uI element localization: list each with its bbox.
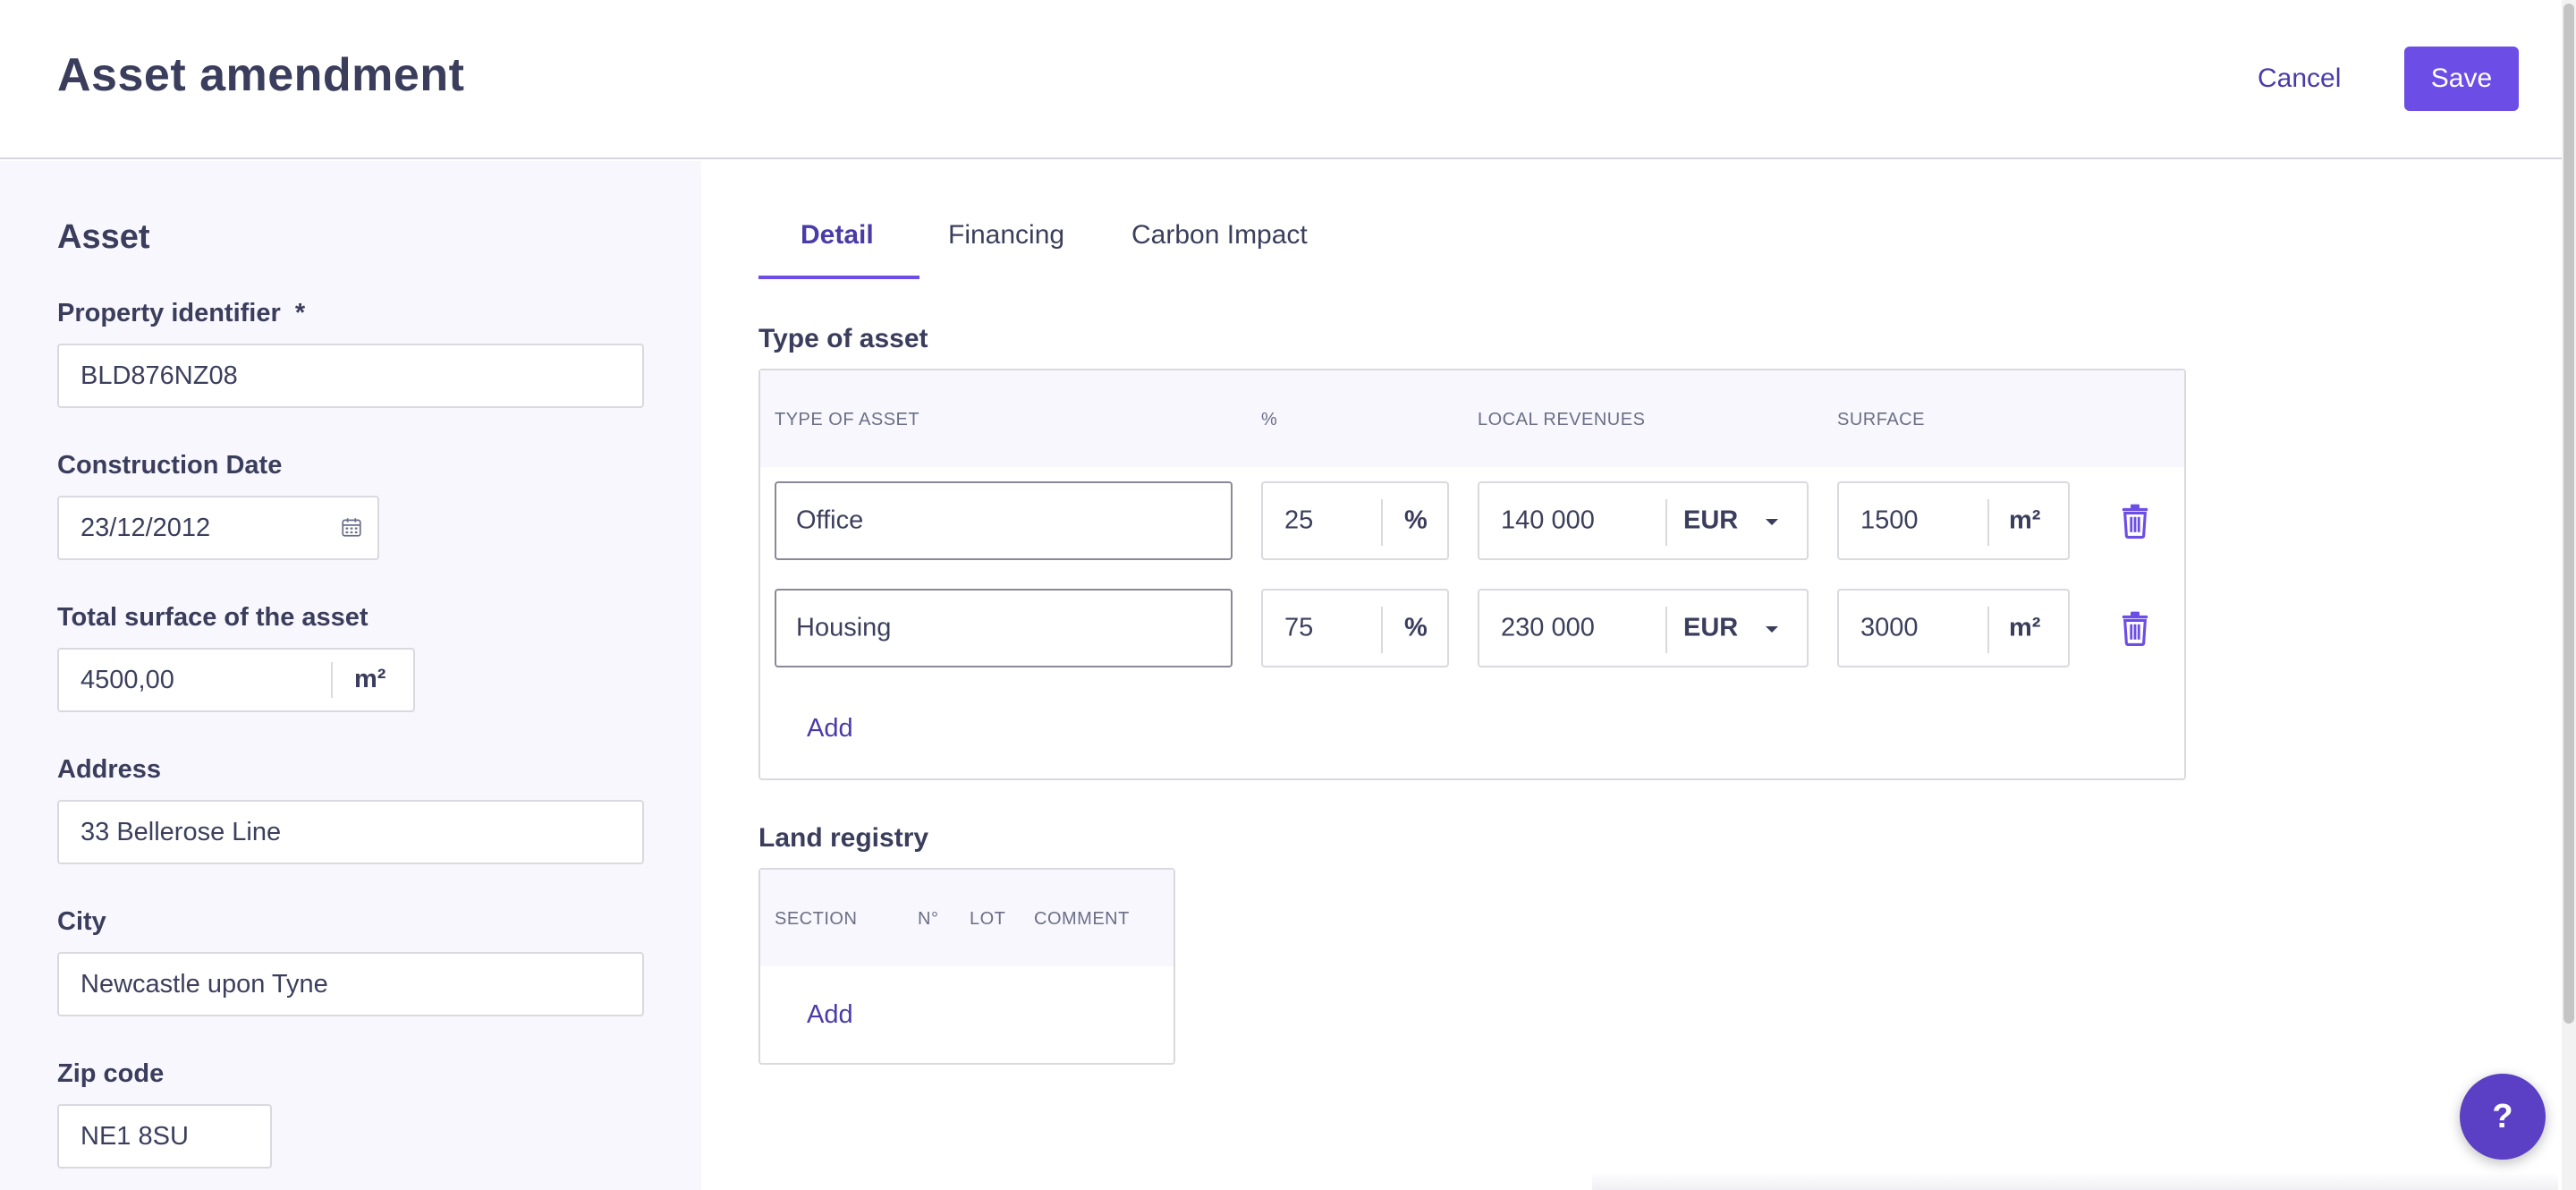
surface-value: 3000: [1860, 613, 1919, 642]
address-input[interactable]: 33 Bellerose Line: [57, 800, 644, 864]
property-identifier-value: BLD876NZ08: [80, 361, 238, 390]
currency-divider: [1665, 607, 1667, 653]
percent-divider: [1381, 607, 1383, 653]
zip-code-input[interactable]: NE1 8SU: [57, 1104, 272, 1169]
surface-input[interactable]: 3000 m²: [1837, 589, 2070, 667]
zip-code-value: NE1 8SU: [80, 1121, 189, 1151]
local-revenue-input[interactable]: 140 000 EUR: [1478, 481, 1809, 560]
local-revenue-value: 230 000: [1501, 613, 1595, 642]
city-input[interactable]: Newcastle upon Tyne: [57, 952, 644, 1016]
local-revenue-value: 140 000: [1501, 506, 1595, 535]
chevron-down-icon[interactable]: [1766, 519, 1778, 525]
surface-divider: [1987, 499, 1989, 546]
local-revenue-input[interactable]: 230 000 EUR: [1478, 589, 1809, 667]
cancel-button[interactable]: Cancel: [2258, 55, 2341, 102]
currency-divider: [1665, 499, 1667, 546]
surface-divider: [1987, 607, 1989, 653]
land-registry-table-header: SECTION N° LOT COMMENT: [760, 870, 1174, 966]
total-surface-value: 4500,00: [80, 665, 174, 694]
percent-input[interactable]: 25 %: [1261, 481, 1449, 560]
trash-icon[interactable]: [2120, 610, 2150, 646]
construction-date-input[interactable]: 23/12/2012: [57, 496, 379, 560]
column-header-percent: %: [1261, 410, 1278, 429]
percent-unit: %: [1404, 613, 1428, 642]
percent-input[interactable]: 75 %: [1261, 589, 1449, 667]
tab-financing[interactable]: Financing: [948, 220, 1065, 250]
surface-unit: m²: [2009, 506, 2041, 535]
column-header-number: N°: [918, 909, 939, 929]
tab-active-indicator: [758, 276, 919, 279]
property-identifier-label-text: Property identifier: [57, 299, 281, 327]
surface-value: 1500: [1860, 506, 1919, 535]
type-of-asset-table-header: TYPE OF ASSET % LOCAL REVENUES SURFACE: [760, 370, 2184, 467]
asset-type-value: Housing: [796, 613, 892, 642]
column-header-lot: LOT: [970, 909, 1006, 929]
asset-section-title: Asset: [57, 218, 150, 256]
column-header-type: TYPE OF ASSET: [775, 410, 920, 429]
asset-type-value: Office: [796, 506, 864, 535]
page-header: Asset amendment Cancel Save: [0, 0, 2562, 159]
address-label: Address: [57, 755, 162, 784]
asset-type-input[interactable]: Housing: [775, 589, 1233, 667]
save-button[interactable]: Save: [2404, 47, 2519, 111]
help-button[interactable]: ?: [2460, 1074, 2546, 1160]
required-mark: *: [294, 299, 306, 327]
total-surface-divider: [331, 662, 333, 698]
bottom-shadow: [1592, 1172, 2558, 1190]
percent-unit: %: [1404, 506, 1428, 535]
type-of-asset-table: TYPE OF ASSET % LOCAL REVENUES SURFACE O…: [758, 369, 2186, 780]
trash-icon[interactable]: [2120, 503, 2150, 539]
tab-detail[interactable]: Detail: [801, 220, 874, 250]
currency-select[interactable]: EUR: [1683, 613, 1739, 642]
chevron-down-icon[interactable]: [1766, 626, 1778, 633]
land-registry-title: Land registry: [758, 823, 929, 853]
column-header-local-revenues: LOCAL REVENUES: [1478, 410, 1646, 429]
percent-value: 75: [1284, 613, 1314, 642]
address-value: 33 Bellerose Line: [80, 817, 282, 846]
scrollbar-thumb[interactable]: [2563, 4, 2574, 1024]
percent-value: 25: [1284, 506, 1314, 535]
city-value: Newcastle upon Tyne: [80, 969, 328, 999]
tab-carbon-impact[interactable]: Carbon Impact: [1131, 220, 1308, 250]
total-surface-unit: m²: [354, 665, 386, 693]
construction-date-label: Construction Date: [57, 451, 283, 480]
surface-input[interactable]: 1500 m²: [1837, 481, 2070, 560]
percent-divider: [1381, 499, 1383, 546]
total-surface-label: Total surface of the asset: [57, 603, 369, 632]
column-header-surface: SURFACE: [1837, 410, 1925, 429]
city-label: City: [57, 907, 106, 936]
surface-unit: m²: [2009, 613, 2041, 642]
add-land-registry-button[interactable]: Add: [807, 1000, 853, 1029]
total-surface-input[interactable]: 4500,00: [57, 648, 415, 712]
column-header-comment: COMMENT: [1034, 909, 1130, 929]
property-identifier-label: Property identifier *: [57, 299, 305, 328]
construction-date-value: 23/12/2012: [80, 513, 211, 542]
zip-code-label: Zip code: [57, 1059, 165, 1088]
type-of-asset-title: Type of asset: [758, 324, 928, 353]
land-registry-table: SECTION N° LOT COMMENT Add: [758, 868, 1175, 1065]
property-identifier-input[interactable]: BLD876NZ08: [57, 344, 644, 408]
asset-type-input[interactable]: Office: [775, 481, 1233, 560]
page-title: Asset amendment: [57, 49, 465, 101]
currency-select[interactable]: EUR: [1683, 506, 1739, 535]
add-asset-type-button[interactable]: Add: [807, 714, 853, 743]
column-header-section: SECTION: [775, 909, 858, 929]
calendar-icon[interactable]: [340, 515, 363, 539]
